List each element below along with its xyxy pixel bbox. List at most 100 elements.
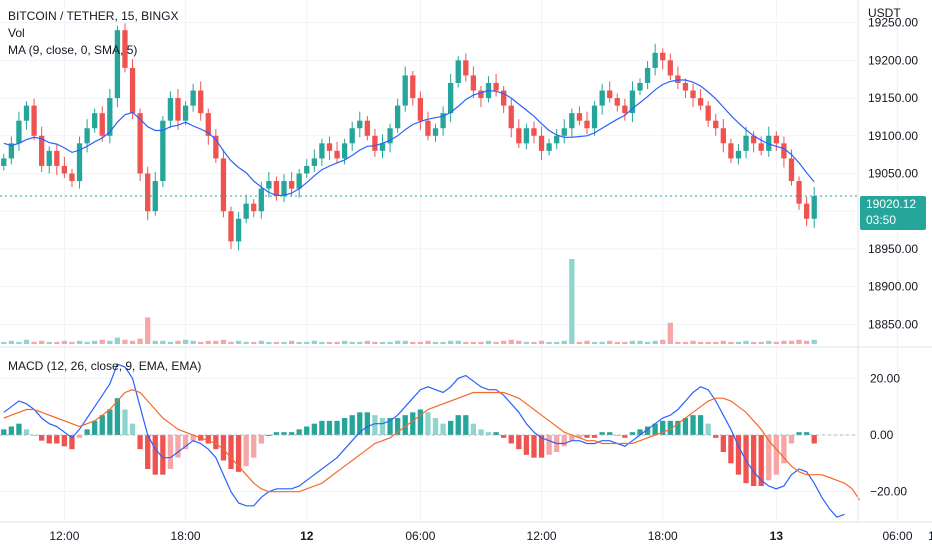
volume-bar xyxy=(152,340,158,344)
volume-bar xyxy=(667,322,673,344)
candle-body xyxy=(705,105,711,121)
price-tick-label: 19150.00 xyxy=(868,91,918,105)
histogram-bar xyxy=(175,435,181,458)
histogram-bar xyxy=(145,435,151,469)
time-tick-label: 06:00 xyxy=(405,529,435,543)
histogram-bar xyxy=(720,435,726,452)
macd-histogram xyxy=(1,398,817,486)
candle-body xyxy=(766,135,772,151)
volume-bar xyxy=(690,340,696,344)
candle-body xyxy=(561,128,567,136)
candle-body xyxy=(16,120,22,144)
volume-bar xyxy=(1,341,7,344)
volume-bar xyxy=(629,340,636,344)
candle-body xyxy=(629,90,636,114)
volume-bar xyxy=(622,341,628,344)
volume-bar xyxy=(735,341,742,344)
volume-bar xyxy=(682,341,689,344)
histogram-bar xyxy=(538,435,545,458)
volume-bar xyxy=(182,339,189,344)
histogram-bar xyxy=(205,435,211,444)
histogram-bar xyxy=(1,429,7,435)
histogram-bar xyxy=(758,435,764,486)
histogram-bar xyxy=(584,435,590,438)
candle-body xyxy=(576,113,583,121)
candle-body xyxy=(607,90,613,99)
candle-body xyxy=(410,75,416,99)
volume-bar xyxy=(463,341,469,344)
candle-body xyxy=(243,203,249,219)
histogram-bar xyxy=(569,435,575,441)
candle-body xyxy=(531,128,537,136)
candle-body xyxy=(228,211,234,242)
histogram-bar xyxy=(167,435,174,469)
candle-body xyxy=(364,120,370,136)
volume-bar xyxy=(728,341,734,344)
volume-bar xyxy=(341,340,348,344)
volume-bar xyxy=(766,340,772,344)
candle-body xyxy=(750,135,757,144)
volume-bar xyxy=(8,340,15,344)
volume-bar xyxy=(266,341,272,344)
volume-bar xyxy=(713,341,719,344)
volume-bar xyxy=(46,341,52,344)
volume-bar xyxy=(213,340,219,344)
volume-bar xyxy=(425,340,431,344)
candle-body xyxy=(107,98,113,136)
candle-body xyxy=(523,128,530,144)
candle-body xyxy=(788,158,795,182)
histogram-bar xyxy=(281,432,287,435)
histogram-bar xyxy=(273,432,280,435)
candle-body xyxy=(8,143,15,159)
candle-body xyxy=(569,113,575,129)
candle-body xyxy=(554,135,560,144)
histogram-bar xyxy=(137,435,143,450)
candlesticks[interactable] xyxy=(1,23,817,251)
price-tick-label: 19100.00 xyxy=(868,129,918,143)
histogram-bar xyxy=(508,435,514,444)
candle-body xyxy=(220,158,227,212)
candle-body xyxy=(122,30,128,68)
volume-bar xyxy=(501,340,507,344)
time-axis[interactable]: 12:00 18:00 12 06:00 12:00 18:00 13 06:00 10:30 xyxy=(49,529,932,543)
volume-bar xyxy=(114,337,121,344)
candle-body xyxy=(341,143,348,159)
candle-body xyxy=(781,143,787,159)
ma-legend[interactable]: MA (9, close, 0, SMA, 5) xyxy=(8,43,138,57)
candle-body xyxy=(463,60,469,76)
candle-body xyxy=(175,98,181,121)
volume-bar xyxy=(228,341,234,344)
volume-bar xyxy=(281,341,287,344)
candle-body xyxy=(591,105,598,129)
volume-bar xyxy=(23,339,30,344)
candle-body xyxy=(288,181,295,189)
candle-body xyxy=(99,113,105,136)
macd-legend[interactable]: MACD (12, 26, close, 9, EMA, EMA) xyxy=(8,359,202,373)
price-axis[interactable]: 19250.00 19200.00 19150.00 19100.00 19050.00… xyxy=(868,16,918,332)
volume-bar xyxy=(554,341,560,344)
volume-bar xyxy=(478,341,484,344)
macd-axis[interactable]: 20.00 0.00 −20.00 xyxy=(870,371,907,498)
candle-body xyxy=(599,90,605,106)
candle-body xyxy=(379,143,386,151)
volume-bar xyxy=(493,341,499,344)
volume-bar xyxy=(76,340,83,344)
candle-body xyxy=(796,181,802,204)
volume-bar xyxy=(644,341,651,344)
time-tick-label: 12:00 xyxy=(527,529,557,543)
candle-body xyxy=(417,98,424,121)
volume-bar xyxy=(99,339,105,344)
candle-body xyxy=(440,113,446,129)
symbol-title[interactable]: BITCOIN / TETHER, 15, BINGX xyxy=(8,9,179,23)
volume-bar xyxy=(326,341,333,344)
histogram-bar xyxy=(296,429,302,435)
histogram-bar xyxy=(667,420,673,435)
volume-bar xyxy=(576,341,583,344)
volume-legend[interactable]: Vol xyxy=(8,26,25,40)
histogram-bar xyxy=(614,435,620,436)
volume-bar xyxy=(69,341,75,344)
volume-bar xyxy=(781,340,787,344)
volume-bar xyxy=(697,341,704,344)
histogram-bar xyxy=(122,409,128,435)
